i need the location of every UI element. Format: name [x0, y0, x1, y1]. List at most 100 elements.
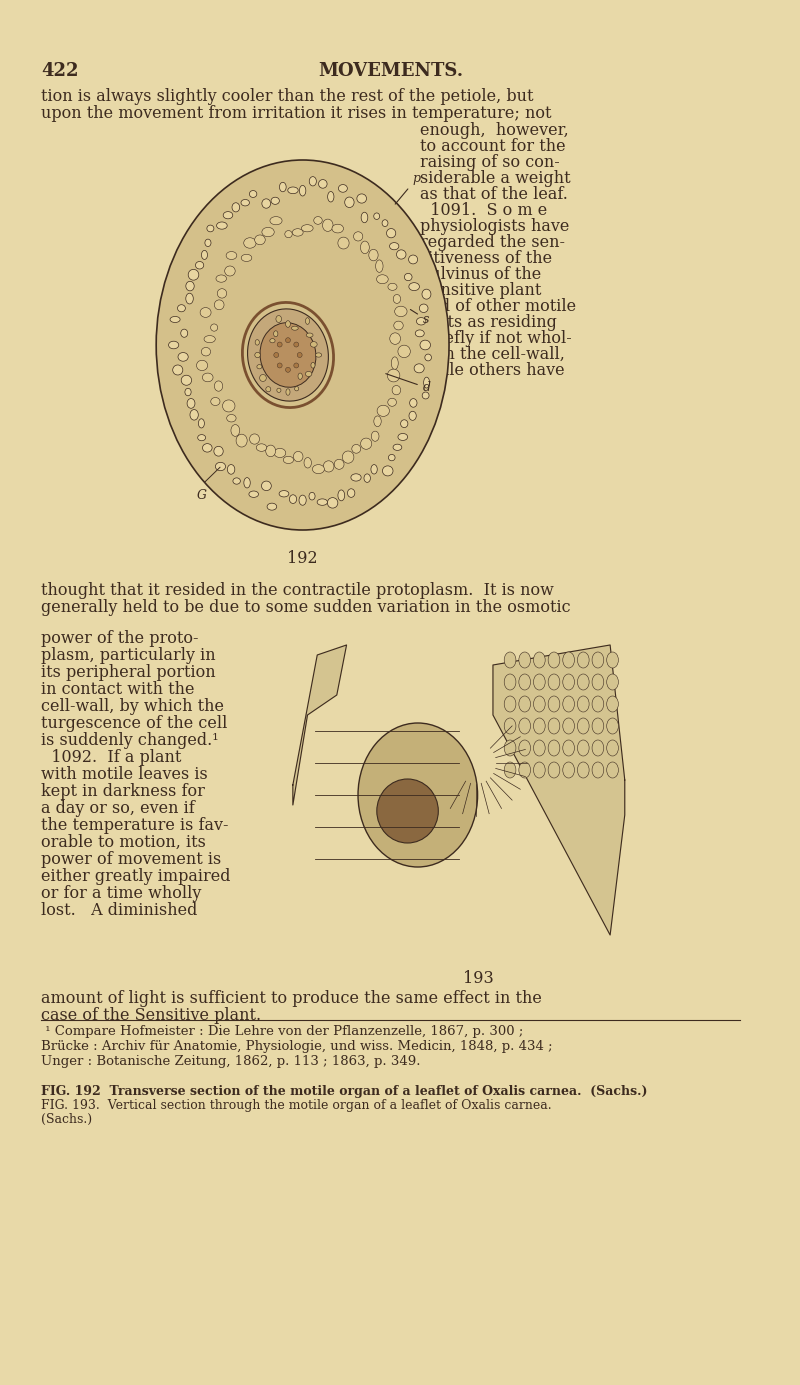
- Ellipse shape: [338, 237, 349, 249]
- Ellipse shape: [578, 717, 589, 734]
- Text: case of the Sensitive plant.: case of the Sensitive plant.: [41, 1007, 261, 1024]
- Ellipse shape: [262, 199, 270, 208]
- Ellipse shape: [409, 411, 416, 421]
- Ellipse shape: [332, 224, 343, 233]
- Ellipse shape: [202, 373, 213, 382]
- Ellipse shape: [292, 229, 303, 235]
- Text: a day or so, even if: a day or so, even if: [41, 801, 194, 817]
- Ellipse shape: [534, 697, 546, 712]
- Text: enough,  however,: enough, however,: [420, 122, 569, 138]
- Ellipse shape: [210, 324, 218, 331]
- Ellipse shape: [338, 184, 347, 193]
- Ellipse shape: [274, 353, 278, 357]
- Ellipse shape: [548, 762, 560, 778]
- Text: power of movement is: power of movement is: [41, 850, 222, 868]
- Text: FIG. 192  Transverse section of the motile organ of a leaflet of Oxalis carnea. : FIG. 192 Transverse section of the motil…: [41, 1084, 647, 1098]
- Ellipse shape: [548, 697, 560, 712]
- Ellipse shape: [288, 187, 298, 194]
- Ellipse shape: [382, 220, 388, 227]
- Ellipse shape: [231, 425, 240, 436]
- Ellipse shape: [414, 364, 424, 373]
- Ellipse shape: [274, 331, 278, 337]
- Ellipse shape: [364, 474, 370, 482]
- Ellipse shape: [562, 717, 574, 734]
- Ellipse shape: [187, 399, 195, 409]
- Text: the temperature is fav-: the temperature is fav-: [41, 817, 229, 834]
- Ellipse shape: [241, 199, 250, 206]
- Ellipse shape: [260, 323, 316, 388]
- Ellipse shape: [534, 762, 546, 778]
- Ellipse shape: [254, 235, 266, 245]
- Ellipse shape: [291, 327, 298, 330]
- Text: and of other motile: and of other motile: [420, 298, 576, 314]
- Text: Brücke : Archiv für Anatomie, Physiologie, und wiss. Medicin, 1848, p. 434 ;: Brücke : Archiv für Anatomie, Physiologi…: [41, 1040, 553, 1053]
- Ellipse shape: [309, 492, 315, 500]
- Ellipse shape: [374, 416, 382, 427]
- Ellipse shape: [311, 363, 315, 368]
- Ellipse shape: [290, 494, 297, 504]
- Ellipse shape: [271, 197, 279, 205]
- Ellipse shape: [338, 490, 345, 501]
- Ellipse shape: [548, 717, 560, 734]
- Ellipse shape: [286, 389, 290, 395]
- Ellipse shape: [398, 345, 410, 357]
- Ellipse shape: [302, 224, 313, 231]
- Text: to account for the: to account for the: [420, 138, 566, 155]
- Ellipse shape: [225, 266, 235, 276]
- Ellipse shape: [519, 652, 530, 668]
- Ellipse shape: [314, 216, 322, 224]
- Text: s: s: [410, 309, 429, 325]
- Ellipse shape: [233, 478, 240, 485]
- Ellipse shape: [352, 445, 361, 453]
- Ellipse shape: [298, 373, 302, 379]
- Ellipse shape: [394, 321, 403, 330]
- Ellipse shape: [534, 674, 546, 690]
- Ellipse shape: [317, 499, 327, 506]
- Ellipse shape: [422, 289, 431, 299]
- Ellipse shape: [254, 352, 260, 357]
- Ellipse shape: [267, 503, 277, 510]
- Ellipse shape: [328, 191, 334, 202]
- Ellipse shape: [198, 435, 206, 440]
- Text: upon the movement from irritation it rises in temperature; not: upon the movement from irritation it ris…: [41, 105, 551, 122]
- Text: kept in darkness for: kept in darkness for: [41, 783, 205, 801]
- Ellipse shape: [592, 740, 604, 756]
- Ellipse shape: [606, 674, 618, 690]
- Ellipse shape: [306, 332, 313, 337]
- Ellipse shape: [202, 251, 207, 259]
- Ellipse shape: [256, 443, 266, 452]
- Ellipse shape: [210, 397, 220, 406]
- Ellipse shape: [374, 213, 380, 219]
- Text: ly in the cell-wall,: ly in the cell-wall,: [420, 346, 565, 363]
- Text: 422: 422: [41, 62, 78, 80]
- Text: chiefly if not whol-: chiefly if not whol-: [420, 330, 571, 348]
- Ellipse shape: [178, 353, 188, 361]
- Ellipse shape: [606, 652, 618, 668]
- Ellipse shape: [391, 357, 398, 370]
- Ellipse shape: [578, 762, 589, 778]
- Text: cell-wall, by which the: cell-wall, by which the: [41, 698, 224, 715]
- Ellipse shape: [247, 309, 328, 402]
- Ellipse shape: [195, 262, 204, 269]
- Ellipse shape: [244, 238, 256, 248]
- Ellipse shape: [519, 717, 530, 734]
- Text: siderable a weight: siderable a weight: [420, 170, 570, 187]
- Ellipse shape: [342, 452, 354, 463]
- Ellipse shape: [357, 194, 366, 204]
- Ellipse shape: [266, 445, 276, 457]
- Ellipse shape: [592, 717, 604, 734]
- Ellipse shape: [415, 330, 424, 337]
- Ellipse shape: [419, 305, 428, 313]
- Ellipse shape: [226, 252, 237, 259]
- Ellipse shape: [401, 420, 408, 428]
- Ellipse shape: [190, 410, 198, 420]
- Ellipse shape: [244, 478, 250, 488]
- Ellipse shape: [286, 321, 290, 327]
- Text: regarded the sen-: regarded the sen-: [420, 234, 565, 251]
- Text: lost.   A diminished: lost. A diminished: [41, 902, 198, 920]
- Ellipse shape: [388, 454, 395, 461]
- Ellipse shape: [371, 464, 378, 474]
- Ellipse shape: [250, 434, 259, 445]
- Ellipse shape: [226, 414, 236, 422]
- Ellipse shape: [322, 219, 333, 231]
